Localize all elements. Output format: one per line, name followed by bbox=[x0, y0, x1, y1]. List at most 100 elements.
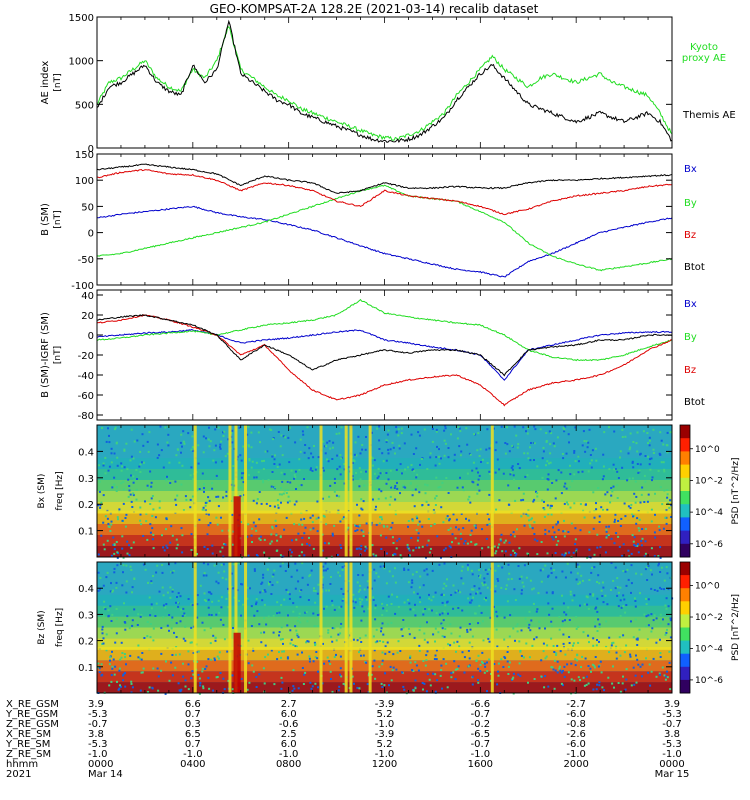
spectrogram-speckle bbox=[272, 631, 275, 634]
spectrogram-speckle bbox=[263, 682, 266, 685]
spectrogram-speckle bbox=[128, 489, 131, 492]
spectrogram-speckle bbox=[98, 464, 101, 467]
spectrogram-speckle bbox=[285, 516, 288, 519]
spectrogram-speckle bbox=[393, 487, 396, 489]
spectrogram-speckle bbox=[396, 539, 399, 542]
spectrogram-speckle bbox=[443, 582, 446, 585]
spectrogram-speckle bbox=[255, 461, 258, 464]
ephem-cell: 1600 bbox=[468, 759, 493, 770]
spectrogram-speckle bbox=[111, 486, 114, 489]
spectrogram-speckle bbox=[616, 586, 619, 589]
spectrogram-speckle bbox=[668, 650, 671, 653]
spectrogram-speckle bbox=[456, 486, 459, 489]
spectrogram-speckle bbox=[390, 603, 393, 605]
spectrogram-speckle bbox=[418, 586, 421, 589]
spectrogram-speckle bbox=[640, 493, 643, 496]
spectrogram-speckle bbox=[497, 662, 500, 665]
spectrogram-speckle bbox=[628, 477, 631, 480]
spectrogram-speckle bbox=[542, 446, 545, 449]
spectrogram-speckle bbox=[283, 528, 286, 531]
spectrogram-speckle bbox=[415, 664, 418, 667]
spectrogram-speckle bbox=[536, 539, 539, 542]
spectrogram-speckle bbox=[467, 568, 469, 571]
spectrogram-speckle bbox=[599, 546, 602, 549]
spectrogram-speckle bbox=[316, 530, 319, 533]
spectrogram-speckle bbox=[192, 652, 195, 654]
spectrogram-speckle bbox=[133, 578, 136, 580]
spectrogram-speckle bbox=[601, 581, 604, 584]
spectrogram-burst bbox=[368, 562, 372, 693]
spectrogram-speckle bbox=[120, 656, 123, 659]
spectrogram-speckle bbox=[217, 426, 220, 429]
spectrogram-speckle bbox=[415, 515, 418, 518]
spectrogram-speckle bbox=[363, 549, 366, 552]
spectrogram-speckle bbox=[447, 612, 449, 615]
spectrogram-speckle bbox=[211, 487, 214, 490]
ephem-cell: 2000 bbox=[563, 759, 588, 770]
spectrogram-speckle bbox=[365, 436, 367, 438]
spectrogram-speckle bbox=[166, 624, 169, 627]
spectrogram-speckle bbox=[463, 656, 466, 659]
spectrogram-speckle bbox=[470, 588, 473, 591]
spectrogram-speckle bbox=[361, 444, 364, 446]
spectrogram-speckle bbox=[100, 534, 103, 537]
spectrogram-speckle bbox=[275, 525, 278, 528]
spectrogram-speckle bbox=[550, 572, 553, 574]
spectrogram-speckle bbox=[624, 435, 627, 438]
spectrogram-speckle bbox=[506, 600, 509, 603]
spectrogram-speckle bbox=[475, 592, 477, 595]
spectrogram-speckle bbox=[565, 452, 568, 455]
spectrogram-speckle bbox=[420, 458, 423, 460]
spectrogram-speckle bbox=[435, 476, 438, 479]
spectrogram-speckle bbox=[422, 610, 425, 613]
spectrogram-speckle bbox=[156, 456, 159, 459]
spectrogram-speckle bbox=[585, 440, 588, 443]
spectrogram-speckle bbox=[585, 683, 588, 686]
spectrogram-speckle bbox=[303, 554, 306, 557]
spectrogram-speckle bbox=[565, 487, 568, 490]
spectrogram-speckle bbox=[296, 633, 299, 636]
spectrogram-speckle bbox=[577, 625, 580, 628]
spectrogram-speckle bbox=[98, 671, 101, 674]
spectrogram-speckle bbox=[343, 468, 346, 471]
spectrogram-speckle bbox=[507, 484, 510, 487]
spectrogram-speckle bbox=[385, 582, 388, 585]
spectrogram-speckle bbox=[560, 682, 563, 685]
spectrogram-speckle bbox=[202, 435, 205, 438]
series-bx bbox=[96, 205, 673, 278]
spectrogram-speckle bbox=[407, 547, 410, 550]
spectrogram-speckle bbox=[407, 520, 410, 522]
spectrogram-speckle bbox=[250, 446, 253, 449]
spectrogram-speckle bbox=[548, 613, 551, 616]
spectrogram-speckle bbox=[339, 667, 342, 670]
spectrogram-speckle bbox=[163, 549, 166, 552]
spectrogram-speckle bbox=[639, 592, 641, 595]
spectrogram-speckle bbox=[669, 636, 672, 639]
spectrogram-speckle bbox=[479, 663, 482, 666]
spectrogram-speckle bbox=[201, 621, 204, 624]
spectrogram-speckle bbox=[139, 689, 142, 692]
spectrogram-speckle bbox=[286, 501, 289, 504]
spectrogram-speckle bbox=[151, 527, 154, 530]
spectrogram-speckle bbox=[588, 641, 590, 644]
spectrogram-speckle bbox=[629, 653, 632, 656]
spectrogram-speckle bbox=[468, 495, 471, 498]
spectrogram-speckle bbox=[509, 553, 512, 556]
ephem-row-label: hhmm bbox=[6, 759, 38, 770]
spectrogram-speckle bbox=[423, 632, 426, 635]
spectrogram-speckle bbox=[664, 516, 667, 519]
spectrogram-speckle bbox=[311, 514, 314, 517]
spectrogram-speckle bbox=[512, 474, 515, 477]
spectrogram-speckle bbox=[587, 470, 590, 473]
spectrogram-burst bbox=[349, 562, 353, 693]
spectrogram-speckle bbox=[424, 608, 427, 610]
spectrogram-speckle bbox=[505, 588, 507, 590]
spectrogram-speckle bbox=[225, 490, 228, 493]
spectrogram-speckle bbox=[352, 459, 355, 462]
spectrogram-speckle bbox=[632, 441, 635, 443]
spectrogram-speckle bbox=[554, 552, 557, 554]
spectrogram-speckle bbox=[111, 665, 114, 668]
spectrogram-speckle bbox=[614, 513, 617, 516]
spectrogram-speckle bbox=[550, 625, 553, 628]
spectrogram-speckle bbox=[208, 687, 211, 690]
